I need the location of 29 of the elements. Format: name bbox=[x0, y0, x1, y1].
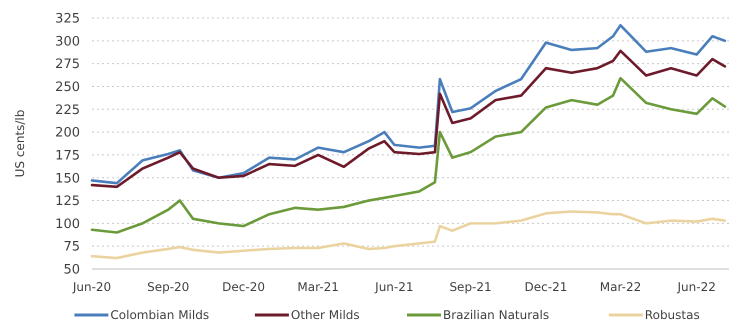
y-tick-label: 150 bbox=[55, 171, 80, 186]
x-tick-label: Dec-21 bbox=[524, 280, 568, 294]
x-tick-label: Jun-21 bbox=[374, 280, 414, 294]
x-tick-label: Jun-22 bbox=[676, 280, 716, 294]
y-tick-label: 100 bbox=[55, 216, 80, 232]
y-tick-label: 175 bbox=[55, 148, 80, 164]
line-series bbox=[90, 210, 726, 260]
x-tick-label: Mar-21 bbox=[297, 280, 339, 294]
y-tick-label: 50 bbox=[63, 262, 80, 278]
y-tick-label: 275 bbox=[55, 57, 80, 72]
legend-label: Other Milds bbox=[290, 308, 360, 322]
x-tick-label: Sep-20 bbox=[147, 280, 190, 294]
line-series bbox=[90, 76, 726, 234]
y-tick-label: 225 bbox=[55, 102, 80, 118]
x-tick-label: Dec-20 bbox=[222, 280, 265, 294]
legend-label: Colombian Milds bbox=[110, 308, 210, 322]
legend-label: Robustas bbox=[644, 308, 700, 322]
y-axis-title: US cents/lb bbox=[13, 110, 27, 178]
x-tick-label: Mar-22 bbox=[600, 280, 642, 294]
y-tick-label: 200 bbox=[55, 126, 80, 141]
x-tick-label: Jun-20 bbox=[72, 280, 112, 294]
legend-label: Brazilian Naturals bbox=[443, 308, 550, 322]
y-tick-label: 300 bbox=[55, 34, 80, 50]
y-tick-label: 325 bbox=[55, 12, 80, 27]
y-tick-label: 250 bbox=[55, 80, 80, 96]
x-tick-label: Sep-21 bbox=[449, 280, 492, 294]
y-tick-label: 125 bbox=[55, 194, 80, 210]
y-tick-label: 75 bbox=[63, 240, 80, 255]
line-series bbox=[90, 50, 726, 188]
